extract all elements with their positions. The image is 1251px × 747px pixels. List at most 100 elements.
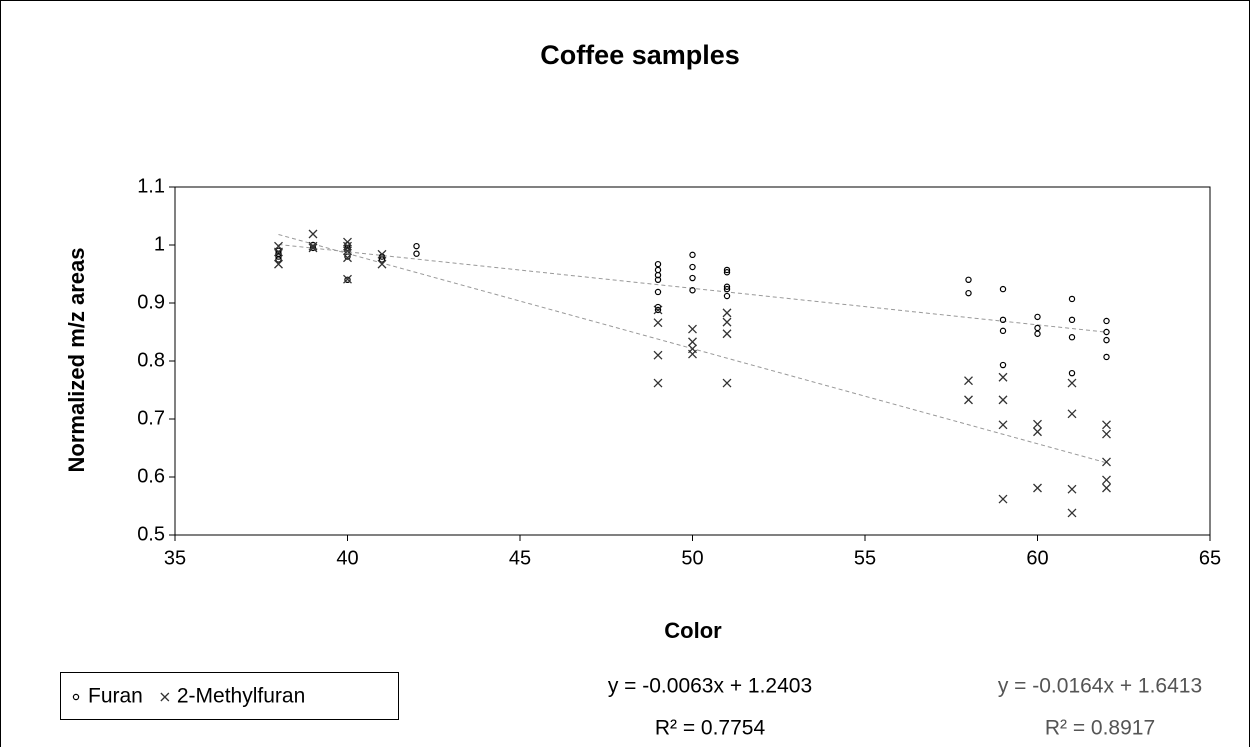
point xyxy=(965,289,972,297)
point xyxy=(723,285,731,293)
x-tick-label: 40 xyxy=(336,547,358,569)
legend-marker xyxy=(72,693,80,701)
point xyxy=(722,329,732,339)
point xyxy=(723,292,731,300)
point xyxy=(654,306,662,314)
point xyxy=(689,263,696,271)
point xyxy=(689,251,696,259)
point xyxy=(998,395,1008,405)
trendline-equation: y = -0.0164x + 1.6413 xyxy=(998,675,1202,698)
trendline xyxy=(278,243,1107,333)
point xyxy=(964,395,973,405)
point xyxy=(1068,369,1076,377)
point xyxy=(654,276,662,283)
point xyxy=(343,237,352,247)
point xyxy=(275,253,282,260)
point xyxy=(654,260,662,268)
point xyxy=(999,316,1007,324)
y-tick-label: 1.1 xyxy=(137,175,165,197)
point xyxy=(308,243,318,253)
legend-marker xyxy=(160,692,170,702)
y-tick-label: 0.9 xyxy=(137,291,165,313)
trendline-equation: y = -0.0063x + 1.2403 xyxy=(608,675,812,698)
legend-label: Furan xyxy=(88,685,143,708)
point xyxy=(653,318,663,328)
point xyxy=(998,372,1008,382)
point xyxy=(1067,378,1077,388)
x-axis-label: Color xyxy=(664,618,722,643)
point xyxy=(1103,336,1110,344)
point xyxy=(722,308,732,318)
point xyxy=(964,376,973,386)
point xyxy=(1034,313,1041,321)
point xyxy=(275,256,282,263)
point xyxy=(308,241,318,251)
point xyxy=(1103,353,1110,361)
point xyxy=(1068,316,1076,324)
point xyxy=(1068,334,1076,341)
point xyxy=(1068,295,1076,303)
point xyxy=(343,246,352,256)
point xyxy=(413,242,420,250)
plot-area xyxy=(174,186,1211,536)
legend-label: 2-Methylfuran xyxy=(177,685,305,708)
x-tick-label: 55 xyxy=(854,547,876,569)
point xyxy=(1102,475,1111,485)
y-tick-label: 1 xyxy=(154,233,165,255)
x-tick-label: 50 xyxy=(681,547,703,569)
point xyxy=(344,276,351,283)
point xyxy=(274,247,283,257)
point xyxy=(413,250,420,257)
x-tick-label: 35 xyxy=(164,547,186,569)
y-tick-label: 0.8 xyxy=(137,349,165,371)
y-tick-label: 0.7 xyxy=(137,407,165,429)
point xyxy=(689,287,696,294)
point xyxy=(998,420,1008,430)
point xyxy=(654,288,662,296)
point xyxy=(1067,508,1077,518)
point xyxy=(999,327,1007,335)
point xyxy=(1033,419,1042,429)
point xyxy=(722,378,732,388)
point xyxy=(689,274,696,282)
chart-title: Coffee samples xyxy=(540,40,740,70)
point xyxy=(343,274,352,284)
point xyxy=(723,266,731,274)
point xyxy=(1067,409,1077,419)
y-tick-label: 0.5 xyxy=(137,523,165,545)
x-tick-label: 60 xyxy=(1026,547,1048,569)
point xyxy=(653,378,663,388)
point xyxy=(722,317,732,327)
point xyxy=(377,259,387,269)
y-tick-label: 0.6 xyxy=(137,465,165,487)
point xyxy=(688,337,697,347)
point xyxy=(723,283,731,290)
point xyxy=(999,361,1007,369)
y-axis-label: Normalized m/z areas xyxy=(64,248,89,473)
x-tick-label: 45 xyxy=(509,547,531,569)
point xyxy=(1102,457,1111,467)
point xyxy=(308,229,318,239)
point xyxy=(1067,484,1077,494)
point xyxy=(274,259,283,269)
point xyxy=(343,253,352,263)
point xyxy=(1103,317,1110,325)
point xyxy=(653,305,663,315)
point xyxy=(654,266,662,274)
point xyxy=(377,249,387,259)
point xyxy=(965,276,972,283)
trendline-r-squared: R² = 0.8917 xyxy=(1045,717,1155,740)
legend xyxy=(60,672,399,720)
point xyxy=(653,350,663,360)
point xyxy=(1103,328,1110,336)
point xyxy=(688,349,697,359)
point xyxy=(999,285,1007,293)
point xyxy=(1102,483,1111,493)
trendline-r-squared: R² = 0.7754 xyxy=(655,717,766,740)
point xyxy=(998,494,1008,504)
point xyxy=(1102,420,1111,430)
x-tick-label: 65 xyxy=(1199,547,1221,569)
point xyxy=(1034,324,1041,332)
